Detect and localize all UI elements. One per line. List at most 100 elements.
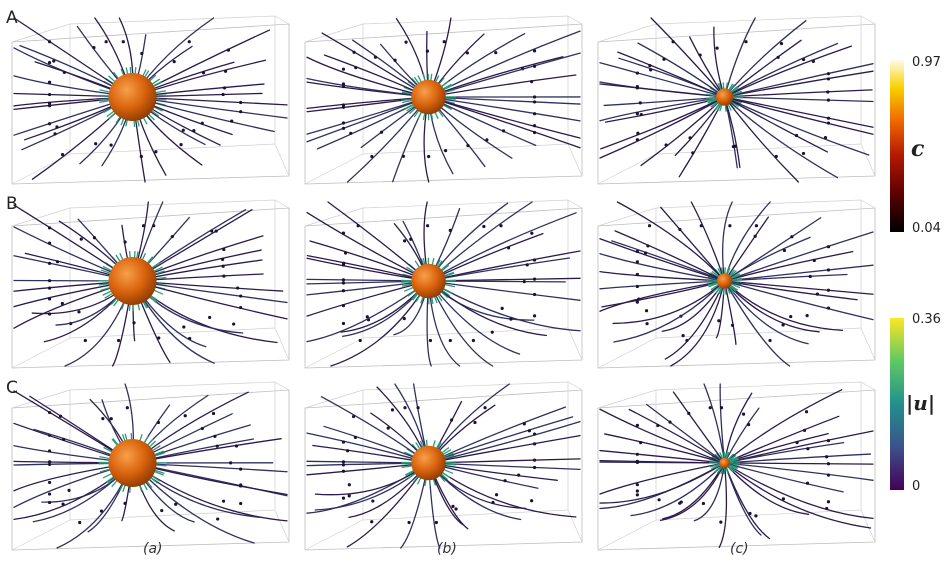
box-back bbox=[362, 199, 569, 339]
streamline-arrow bbox=[450, 418, 454, 422]
box-edge bbox=[567, 143, 583, 177]
streamline-arrow bbox=[47, 480, 52, 485]
streamline-arrow bbox=[352, 50, 356, 54]
streamline-arrow bbox=[522, 280, 526, 284]
streamline-arrow bbox=[826, 306, 831, 310]
droplet-sphere bbox=[715, 88, 734, 106]
colorbar-c-title: c bbox=[911, 136, 925, 162]
streamline bbox=[723, 407, 760, 464]
streamline-arrow bbox=[139, 154, 143, 159]
streamline-arrow bbox=[635, 300, 639, 304]
streamline bbox=[723, 96, 870, 156]
streamline-arrow bbox=[47, 80, 52, 84]
streamline-arrow bbox=[99, 509, 104, 513]
streamline-arrow bbox=[728, 224, 732, 228]
streamline bbox=[693, 462, 726, 522]
streamline-arrow bbox=[216, 517, 220, 521]
streamline-arrow bbox=[53, 132, 57, 136]
streamline-arrow bbox=[221, 264, 225, 268]
streamline bbox=[427, 421, 581, 464]
streamline-arrow bbox=[393, 58, 397, 62]
streamline-arrow bbox=[104, 40, 108, 44]
streamline-arrow bbox=[532, 432, 537, 436]
streamline-arrow bbox=[426, 224, 430, 228]
streamline-arrow bbox=[509, 317, 513, 321]
streamline-arrow bbox=[47, 449, 52, 453]
streamline bbox=[599, 462, 726, 495]
streamline bbox=[721, 201, 733, 282]
streamline bbox=[723, 462, 762, 536]
streamline-arrow bbox=[522, 422, 526, 426]
streamline-arrow bbox=[200, 426, 204, 431]
colorbar-u bbox=[890, 318, 904, 490]
streamline bbox=[306, 280, 430, 343]
streamline-arrow bbox=[341, 440, 346, 444]
streamline-arrow bbox=[230, 119, 234, 123]
streamline-arrow bbox=[639, 441, 643, 445]
streamline bbox=[670, 280, 726, 367]
streamline-arrow bbox=[373, 55, 378, 59]
streamline-arrow bbox=[532, 458, 537, 462]
streamline-arrow bbox=[746, 422, 751, 427]
streamline-arrow bbox=[782, 248, 787, 253]
streamline bbox=[723, 250, 854, 282]
streamline-arrow bbox=[172, 60, 176, 64]
box-edge bbox=[567, 509, 583, 543]
streamline-arrow bbox=[47, 104, 52, 108]
streamline-arrow bbox=[806, 447, 810, 451]
streamline-arrow bbox=[801, 151, 806, 156]
streamline-arrow bbox=[503, 479, 507, 483]
streamline-arrow bbox=[48, 40, 52, 44]
streamline bbox=[723, 42, 839, 98]
box-edge bbox=[304, 337, 364, 369]
streamline bbox=[723, 462, 872, 529]
streamline-arrow bbox=[753, 234, 757, 238]
streamline-arrow bbox=[826, 473, 831, 477]
streamline-arrow bbox=[635, 138, 639, 142]
streamline-arrow bbox=[188, 336, 192, 341]
streamline bbox=[723, 236, 811, 282]
box-edge bbox=[304, 153, 364, 185]
streamline-arrow bbox=[715, 46, 719, 50]
streamline-arrow bbox=[485, 138, 489, 142]
col-label-c: (c) bbox=[730, 541, 749, 557]
droplet-sphere bbox=[108, 439, 157, 487]
streamline-arrow bbox=[781, 323, 785, 327]
streamline bbox=[723, 462, 874, 465]
streamline-arrow bbox=[741, 412, 746, 416]
streamline-arrow bbox=[341, 231, 346, 235]
streamline-arrow bbox=[781, 497, 786, 501]
streamline-arrow bbox=[754, 514, 758, 518]
streamline bbox=[723, 45, 853, 98]
streamline bbox=[718, 462, 728, 549]
streamline-arrow bbox=[347, 494, 351, 498]
streamline-arrow bbox=[211, 411, 216, 416]
box-edge bbox=[597, 337, 657, 369]
streamline bbox=[309, 240, 430, 282]
streamline-arrow bbox=[823, 136, 828, 140]
streamline bbox=[723, 231, 874, 282]
colorbar-c bbox=[890, 60, 904, 232]
streamline-arrow bbox=[678, 501, 682, 505]
streamline-arrow bbox=[140, 51, 144, 56]
streamline bbox=[427, 30, 581, 98]
streamline-arrow bbox=[717, 319, 721, 323]
streamline-arrow bbox=[698, 53, 702, 57]
streamline-arrow bbox=[341, 460, 346, 464]
streamline-arrow bbox=[499, 224, 503, 228]
streamline bbox=[599, 462, 726, 504]
streamline-arrow bbox=[483, 406, 487, 410]
streamline bbox=[614, 230, 726, 282]
streamline-arrow bbox=[649, 68, 653, 72]
streamline-arrow bbox=[47, 279, 52, 283]
streamline bbox=[314, 462, 430, 496]
streamline bbox=[723, 442, 845, 464]
streamline bbox=[723, 389, 843, 464]
box-edge bbox=[567, 327, 583, 361]
streamline bbox=[690, 201, 726, 282]
streamline-arrow bbox=[341, 126, 346, 130]
streamline-arrow bbox=[92, 236, 97, 240]
streamline-arrow bbox=[448, 228, 452, 232]
box-edge bbox=[274, 381, 290, 391]
streamline-arrow bbox=[109, 417, 113, 421]
